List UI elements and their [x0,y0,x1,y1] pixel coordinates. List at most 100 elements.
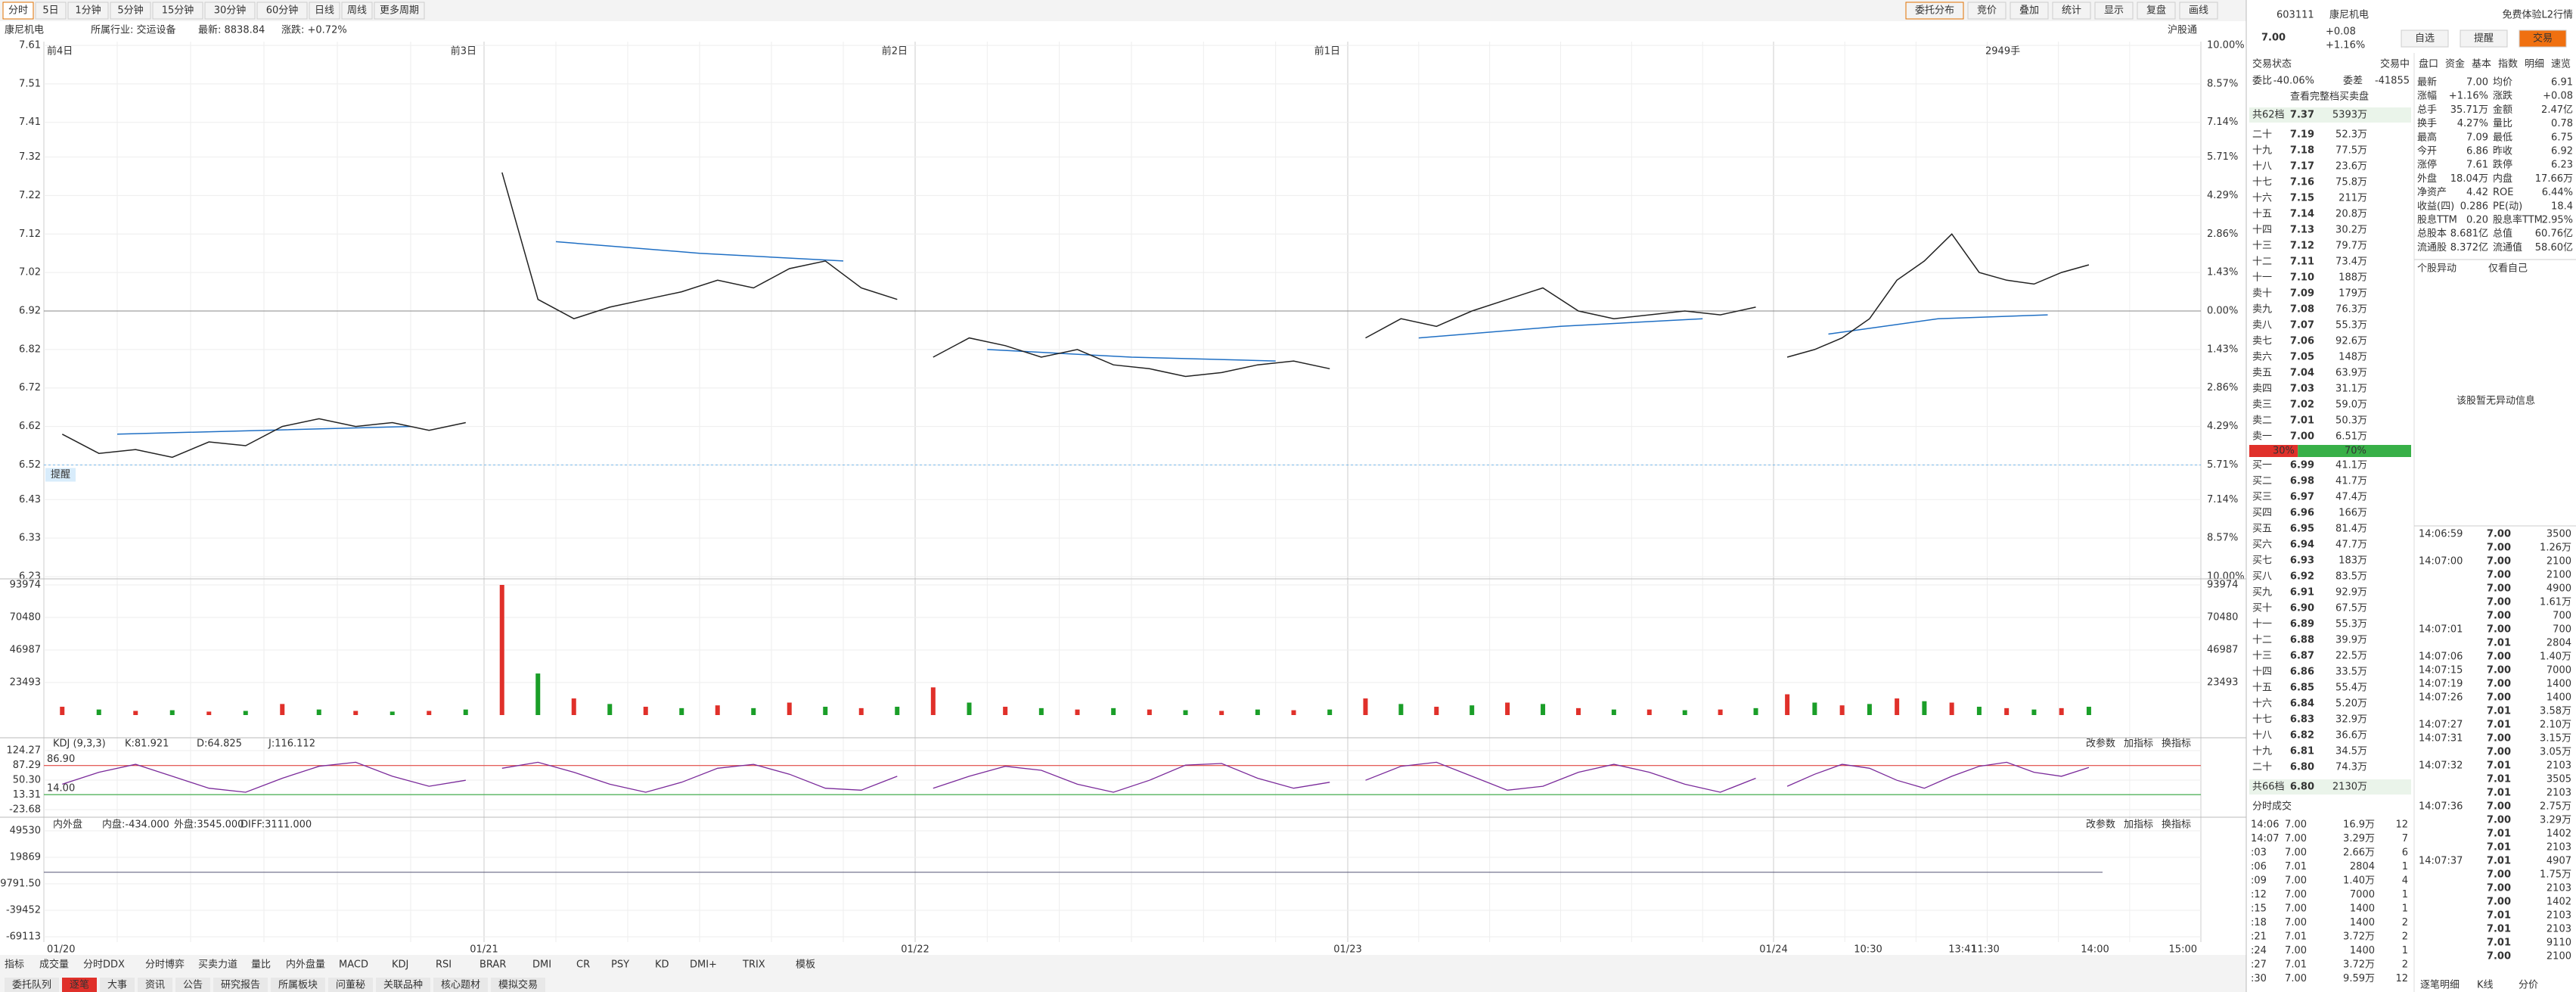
button[interactable] [2519,30,2567,48]
indicator-tab[interactable]: 内外盘量 [286,959,325,971]
bottom-tab-label[interactable]: 问董秘 [336,980,365,991]
tool-label[interactable]: 显示 [2104,5,2124,17]
panel-bottom-tab[interactable]: 分价 [2519,980,2538,991]
tab-button[interactable] [35,2,67,20]
alert-filter[interactable]: 仅看自己 [2488,263,2528,275]
button[interactable] [2460,30,2508,48]
indicator-tab[interactable]: KDJ [392,959,408,971]
indicator-tab[interactable]: KD [655,959,669,971]
volume-bar [1753,707,1758,715]
button-label[interactable]: 提醒 [2474,33,2494,45]
bottom-tab-label[interactable]: 研究报告 [221,980,260,991]
tab-button[interactable] [2,2,34,20]
tab-label[interactable]: 1分钟 [75,5,101,17]
tab-button[interactable] [309,2,340,20]
panel-tab[interactable]: 指数 [2498,59,2518,70]
bottom-tab-label[interactable]: 所属板块 [278,980,318,991]
tab-label[interactable]: 30分钟 [214,5,247,17]
indicator-tab[interactable]: 模板 [796,959,815,971]
tool-button[interactable] [2179,2,2218,20]
bottom-tab-label[interactable]: 大事 [107,980,127,991]
tool-button[interactable] [1905,2,1964,20]
button[interactable] [2401,30,2449,48]
bottom-tab[interactable] [328,978,373,992]
panel-tab[interactable]: 明细 [2525,59,2544,70]
indicator-tab[interactable]: 分时博弈 [145,959,185,971]
bottom-tab[interactable] [271,978,325,992]
panel-tab[interactable]: 基本 [2472,59,2491,70]
bottom-tab-label[interactable]: 模拟交易 [498,979,538,991]
indicator-tab[interactable]: DMI [532,959,551,971]
tool-label[interactable]: 复盘 [2146,5,2166,17]
indicator-tab[interactable]: 买卖力道 [198,959,237,971]
tool-label[interactable]: 统计 [2062,5,2081,17]
tool-link[interactable]: 换指标 [2162,819,2191,831]
tab-label[interactable]: 更多周期 [380,5,419,17]
panel-tab[interactable]: 盘口 [2419,58,2438,70]
indicator-tab[interactable]: BRAR [480,959,506,971]
bottom-tab[interactable] [62,978,97,992]
tool-button[interactable] [2094,2,2134,20]
button-label[interactable]: 交易 [2533,33,2553,45]
panel-bottom-tab[interactable]: K线 [2477,980,2494,991]
bottom-tab[interactable] [376,978,430,992]
tool-label[interactable]: 竞价 [1977,5,1997,17]
full-book-link[interactable]: 查看完整档买卖盘 [2290,91,2369,103]
tab-button[interactable] [374,2,425,20]
tool-label[interactable]: 画线 [2189,5,2208,17]
bottom-tab[interactable] [433,978,488,992]
promo[interactable]: 免费体验L2行情 [2502,9,2573,21]
bottom-tab[interactable] [100,978,135,992]
tab-button[interactable] [341,2,373,20]
bottom-tab-label[interactable]: 资讯 [145,980,165,991]
tab-label[interactable]: 日线 [315,5,334,17]
tab-button[interactable] [256,2,308,20]
bottom-tab[interactable] [213,978,268,992]
tab-button[interactable] [67,2,109,20]
bottom-tab-label[interactable]: 委托队列 [12,980,51,991]
tool-button[interactable] [2137,2,2176,20]
tab-label[interactable]: 5分钟 [117,5,143,17]
bottom-tab-label[interactable]: 逐笔 [70,979,89,991]
bottom-tab[interactable] [5,978,59,992]
tab-label[interactable]: 分时 [8,5,28,17]
tool-label[interactable]: 叠加 [2019,5,2039,17]
tool-link[interactable]: 加指标 [2124,819,2153,831]
tool-button[interactable] [1967,2,2006,20]
tool-button[interactable] [2010,2,2049,20]
tab-label[interactable]: 60分钟 [266,5,299,17]
tab-button[interactable] [204,2,256,20]
indicator-tab[interactable]: PSY [611,959,629,971]
bottom-tab[interactable] [491,978,545,992]
tab-button[interactable] [152,2,203,20]
bottom-tab-label[interactable]: 核心题材 [441,980,480,991]
indicator-tab[interactable]: RSI [436,959,452,971]
indicator-tab[interactable]: CR [576,959,590,971]
tool-button[interactable] [2052,2,2091,20]
tab-label[interactable]: 周线 [347,5,367,17]
bottom-tab-label[interactable]: 关联品种 [383,980,423,991]
indicator-tab[interactable]: 分时DDX [83,959,125,971]
tool-link[interactable]: 改参数 [2086,819,2115,831]
panel-tab[interactable]: 速览 [2551,58,2571,70]
indicator-tab[interactable]: TRIX [742,959,765,971]
tab-label[interactable]: 5日 [42,5,58,17]
bottom-tab[interactable] [138,978,172,992]
tool-link[interactable]: 改参数 [2086,738,2115,750]
indicator-tab[interactable]: DMI+ [690,959,717,971]
tool-label[interactable]: 委托分布 [1915,5,1954,17]
indicator-tab[interactable]: 成交量 [39,959,69,971]
bottom-tab[interactable] [175,978,210,992]
bottom-tab-label[interactable]: 公告 [183,980,203,991]
indicator-tab[interactable]: MACD [339,959,368,971]
indicator-tab[interactable]: 指标 [5,959,24,971]
button-label[interactable]: 自选 [2415,33,2435,45]
tab-button[interactable] [110,2,151,20]
tool-link[interactable]: 加指标 [2124,739,2153,750]
tool-link[interactable]: 换指标 [2162,739,2191,750]
panel-bottom-tab[interactable]: 逐笔明细 [2420,979,2460,991]
tab-label[interactable]: 15分钟 [162,5,194,17]
trade-time: 14:07:15 [2419,665,2463,676]
indicator-tab[interactable]: 量比 [251,959,271,971]
panel-tab[interactable]: 资金 [2445,58,2465,70]
